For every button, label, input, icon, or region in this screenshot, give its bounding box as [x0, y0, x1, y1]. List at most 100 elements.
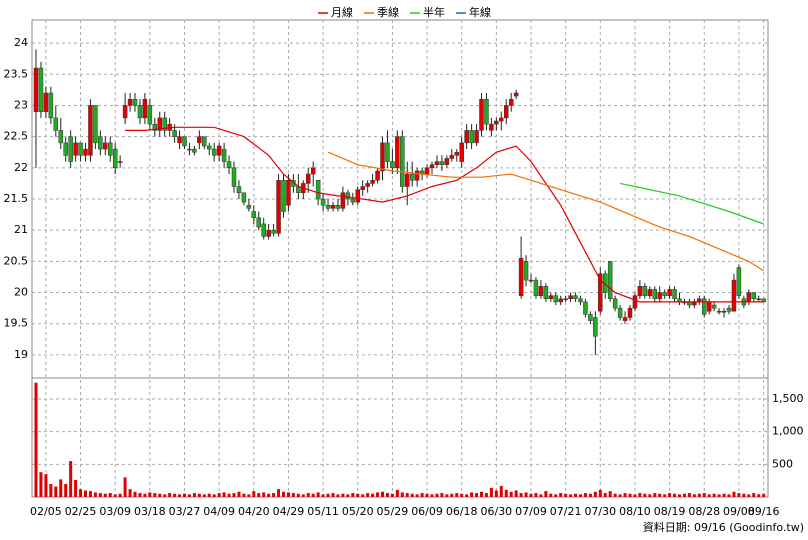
candle-body [68, 136, 73, 162]
volume-bar [267, 493, 271, 497]
candle-body [632, 295, 638, 309]
candle-body [187, 148, 192, 151]
volume-bar [757, 494, 761, 497]
volume-bar [499, 485, 503, 497]
candle-body [548, 295, 554, 300]
candle-body [365, 183, 370, 187]
volume-bar [702, 493, 706, 497]
candle-body [182, 136, 187, 147]
volume-bar [598, 489, 602, 497]
candle-body [508, 98, 514, 106]
volume-bar [306, 493, 310, 497]
candle-body [137, 105, 143, 119]
x-tick-label: 06/18 [446, 505, 478, 518]
volume-bar [336, 494, 340, 497]
volume-bar [475, 493, 479, 497]
volume-bar [583, 493, 587, 497]
candle-body [152, 123, 158, 131]
candle-body [315, 180, 321, 200]
x-tick-label: 03/09 [99, 505, 131, 518]
volume-bar [361, 494, 365, 497]
candle-body [672, 289, 677, 300]
volume-bar [173, 493, 177, 497]
volume-bar [484, 493, 488, 497]
candle-body [117, 161, 123, 163]
ma-line [619, 182, 764, 225]
candle-body [434, 161, 440, 165]
volume-bar [653, 493, 657, 497]
volume-bar [430, 494, 434, 497]
candle-body [370, 180, 375, 184]
candle-body [325, 204, 331, 209]
volume-bar [524, 492, 528, 497]
volume-bar [440, 493, 444, 497]
volume-bar [544, 491, 548, 497]
volume-bar [376, 492, 380, 497]
candle-body [499, 117, 504, 122]
volume-bar [405, 493, 409, 497]
y-tick-label: 19.5 [4, 317, 29, 330]
candle-body [271, 229, 276, 234]
y-tick-label: 21 [14, 223, 28, 236]
candle-body [424, 167, 430, 175]
candle-body [568, 295, 573, 300]
volume-bar [257, 493, 261, 497]
volume-bar [692, 494, 696, 497]
volume-bar [564, 493, 568, 497]
volume-bar [49, 483, 53, 497]
volume-bar [331, 493, 335, 497]
y-tick-label: 22.5 [4, 130, 29, 143]
candle-body [459, 142, 464, 162]
candle-body [702, 298, 707, 315]
volume-bar [69, 461, 73, 497]
candle-body [306, 173, 311, 184]
candle-body [751, 292, 756, 300]
volume-bar [113, 494, 117, 497]
candle-body [756, 298, 761, 301]
volume-bar [138, 493, 142, 497]
candle-body [73, 142, 78, 156]
x-tick-label: 03/18 [134, 505, 166, 518]
volume-bar [618, 494, 622, 497]
candle-body [147, 105, 153, 125]
volume-tick-label: 1,500 [772, 392, 804, 405]
ma-line [327, 151, 764, 272]
candle-body [177, 136, 182, 144]
volume-bar [390, 493, 394, 497]
candle-body [622, 317, 628, 321]
x-tick-label: 07/09 [515, 505, 547, 518]
candle-body [528, 279, 534, 282]
candle-body [706, 301, 712, 312]
x-tick-label: 06/30 [480, 505, 512, 518]
candle-body [266, 229, 271, 237]
volume-bar [697, 493, 701, 497]
candle-body [221, 148, 227, 162]
candle-body [340, 192, 346, 209]
volume-bar [108, 493, 112, 497]
candle-body [108, 142, 113, 156]
volume-bar [420, 493, 424, 497]
candle-body [414, 170, 420, 181]
candle-body [43, 92, 49, 112]
volume-bar [663, 494, 667, 497]
volume-bar [539, 494, 543, 497]
volume-bar [252, 491, 256, 497]
x-tick-label: 04/20 [238, 505, 270, 518]
candle-body [513, 92, 519, 97]
candle-body [93, 105, 98, 144]
x-tick-label: 08/10 [619, 505, 651, 518]
volume-bar [455, 493, 459, 497]
volume-bar [668, 493, 672, 497]
volume-bar [59, 479, 63, 497]
candle-body [761, 298, 766, 303]
candle-body [88, 105, 93, 156]
volume-bar [727, 494, 731, 497]
candle-body [583, 301, 588, 315]
x-tick-label: 04/29 [273, 505, 305, 518]
candle-body [429, 164, 435, 169]
volume-bar [143, 493, 147, 497]
volume-bar [465, 494, 469, 497]
volume-bar [717, 494, 721, 497]
candle-body [58, 130, 63, 144]
volume-bar [118, 493, 122, 497]
